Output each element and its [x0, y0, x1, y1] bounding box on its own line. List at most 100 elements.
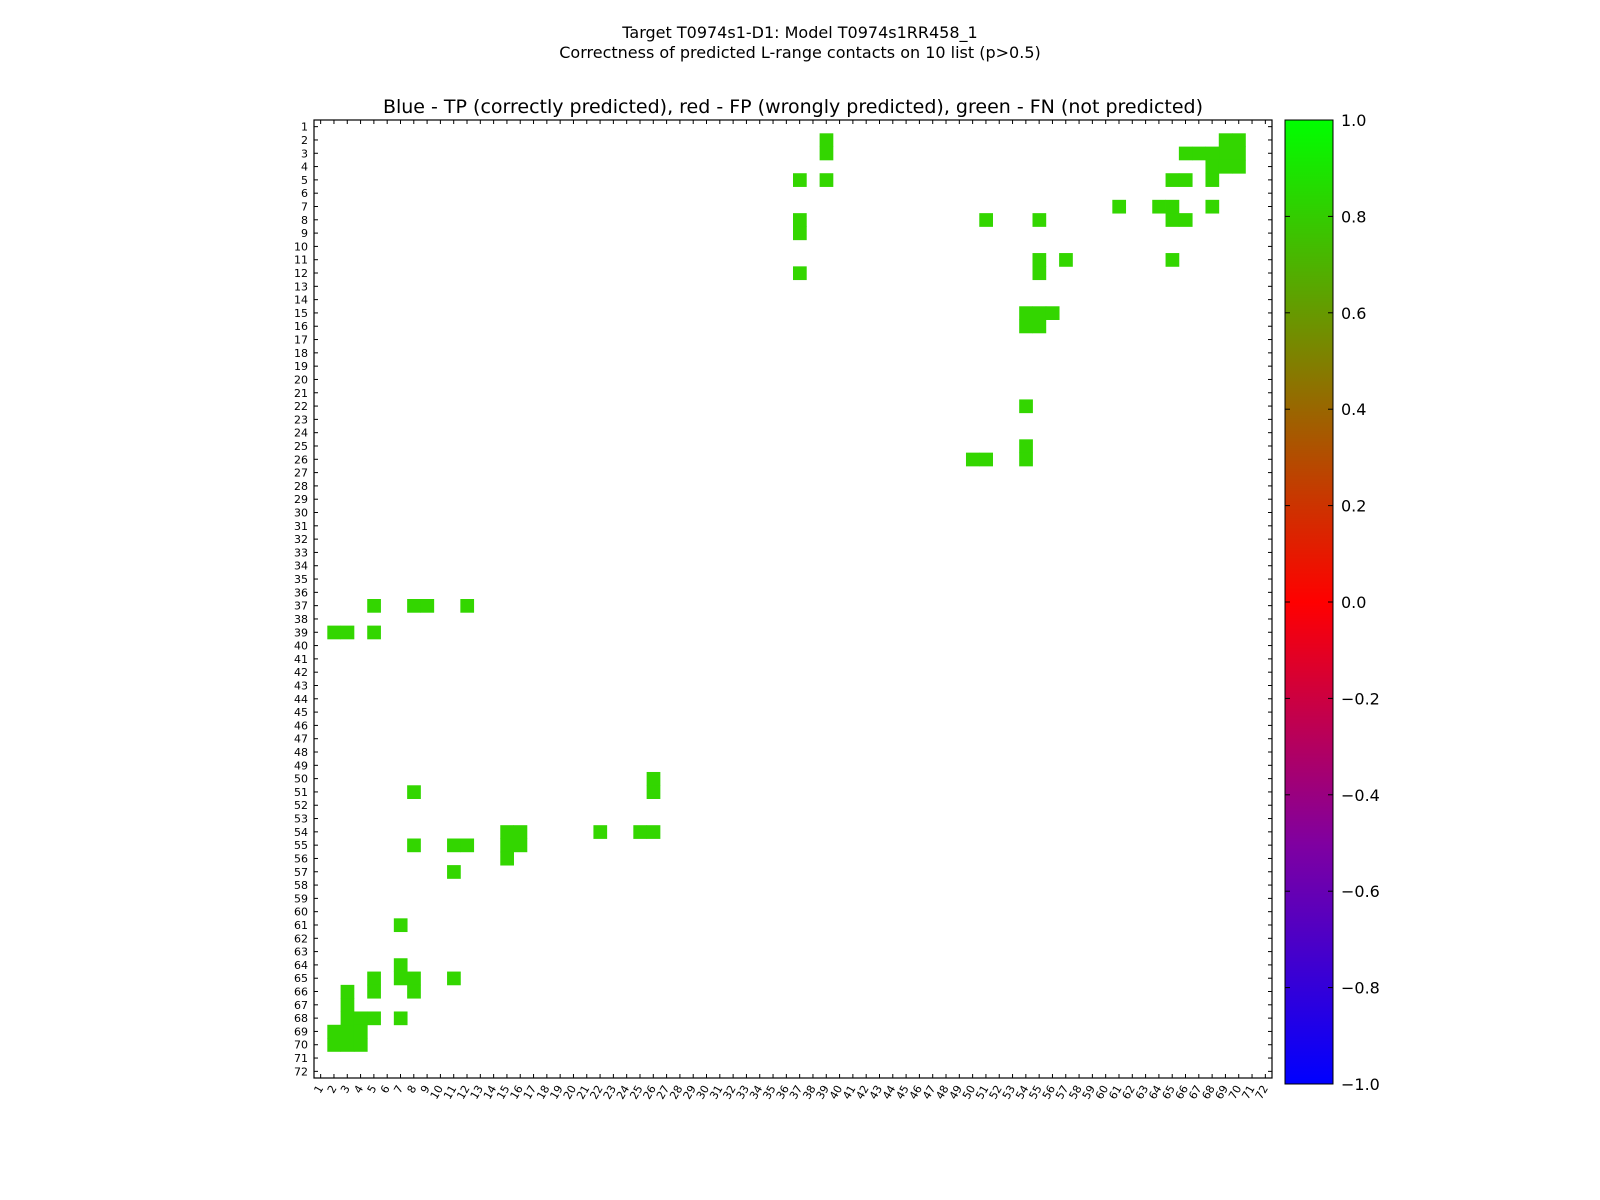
- contact-cell: [340, 998, 355, 1012]
- y-tick-label: 42: [294, 666, 308, 679]
- contact-cell: [1032, 266, 1047, 281]
- y-tick-label: 46: [294, 719, 308, 732]
- y-tick-label: 30: [294, 507, 308, 520]
- y-tick-label: 49: [294, 759, 308, 772]
- y-tick-label: 40: [294, 640, 308, 653]
- x-tick-label: 43: [867, 1083, 885, 1102]
- x-tick-label: 48: [933, 1083, 951, 1102]
- y-tick-label: 65: [294, 972, 308, 985]
- x-tick-label: 36: [774, 1083, 792, 1102]
- contact-cell: [367, 971, 381, 986]
- contact-cell: [1019, 306, 1033, 320]
- colorbar-tick-label: 0.8: [1341, 207, 1366, 226]
- x-tick-label: 33: [734, 1083, 752, 1102]
- contact-cell: [353, 1011, 368, 1026]
- contact-cell: [500, 851, 514, 866]
- contact-cell: [393, 1011, 408, 1026]
- contact-cell: [513, 825, 528, 839]
- x-tick-label: 63: [1133, 1083, 1151, 1102]
- y-tick-label: 10: [294, 240, 308, 253]
- y-tick-label: 27: [294, 467, 308, 480]
- colorbar-tick-label: −0.6: [1341, 882, 1380, 901]
- colorbar-tick-label: −0.4: [1341, 786, 1380, 805]
- contact-cell: [819, 133, 834, 148]
- contact-cell: [340, 1024, 355, 1039]
- y-tick-label: 53: [294, 813, 308, 826]
- y-tick-label: 1: [301, 121, 308, 134]
- y-tick-label: 68: [294, 1012, 308, 1025]
- y-tick-label: 32: [294, 533, 308, 546]
- y-tick-label: 60: [294, 906, 308, 919]
- y-tick-label: 13: [294, 280, 308, 293]
- colorbar-ticks: 1.0 0.8 0.6 0.4 0.2 0.0 −0.2 −0.4 −0.6 −0.8 −1.0: [1285, 111, 1380, 1094]
- contact-cell: [1205, 199, 1220, 214]
- contact-cell: [1178, 173, 1193, 187]
- contact-cell: [646, 825, 661, 839]
- x-tick-label: 27: [654, 1083, 672, 1102]
- x-tick-label: 57: [1053, 1083, 1071, 1102]
- contact-cell: [979, 213, 993, 227]
- contact-cell: [1032, 213, 1047, 227]
- contact-cell: [1232, 159, 1246, 174]
- y-tick-label: 22: [294, 400, 308, 413]
- contact-cell: [367, 1011, 381, 1026]
- x-tick-label: 21: [574, 1083, 592, 1102]
- x-tick-label: 51: [973, 1083, 991, 1102]
- contact-cell: [513, 838, 528, 853]
- contact-cell: [1232, 133, 1246, 148]
- y-tick-label: 58: [294, 879, 308, 892]
- x-tick-label: 40: [827, 1083, 845, 1102]
- x-tick-label: 38: [800, 1083, 818, 1102]
- y-tick-label: 63: [294, 946, 308, 959]
- colorbar-tick-label: 0.0: [1341, 593, 1366, 612]
- contact-cell: [1165, 199, 1180, 214]
- y-tick-label: 37: [294, 600, 308, 613]
- x-tick-label: 66: [1173, 1083, 1191, 1102]
- x-tick-label: 19: [547, 1083, 565, 1102]
- colorbar-tick-label: 0.4: [1341, 400, 1366, 419]
- contact-cell: [447, 838, 461, 853]
- x-tick-label: 14: [481, 1083, 499, 1102]
- contact-cell: [1165, 253, 1180, 267]
- y-tick-label: 62: [294, 932, 308, 945]
- x-tick-label: 15: [494, 1083, 512, 1102]
- y-tick-label: 18: [294, 347, 308, 360]
- contact-cells: [327, 133, 1246, 1052]
- contact-cell: [340, 625, 355, 640]
- y-tick-label: 26: [294, 453, 308, 466]
- contact-cell: [353, 1024, 368, 1039]
- y-tick-label: 19: [294, 360, 308, 373]
- y-tick-label: 14: [294, 294, 308, 307]
- contact-cell: [393, 971, 408, 986]
- contact-cell: [979, 452, 993, 467]
- y-tick-label: 69: [294, 1025, 308, 1038]
- contact-cell: [367, 984, 381, 999]
- x-tick-label: 22: [587, 1083, 605, 1102]
- x-tick-label: 54: [1013, 1083, 1031, 1102]
- chart-title: Blue - TP (correctly predicted), red - F…: [383, 96, 1203, 118]
- x-tick-label: 46: [907, 1083, 925, 1102]
- contact-cell: [327, 1024, 342, 1039]
- y-tick-label: 57: [294, 866, 308, 879]
- x-tick-label: 65: [1160, 1083, 1178, 1102]
- contact-cell: [1205, 146, 1220, 161]
- y-tick-label: 59: [294, 892, 308, 905]
- x-tick-label: 25: [627, 1083, 645, 1102]
- contact-cell: [1205, 173, 1220, 187]
- x-tick-label: 31: [707, 1083, 725, 1102]
- y-tick-label: 64: [294, 959, 308, 972]
- y-tick-label: 71: [294, 1052, 308, 1065]
- contact-cell: [793, 173, 807, 187]
- y-tick-label: 72: [294, 1065, 308, 1078]
- x-tick-label: 61: [1106, 1083, 1124, 1102]
- x-tick-label: 59: [1080, 1083, 1098, 1102]
- y-tick-label: 51: [294, 786, 308, 799]
- x-tick-label: 28: [667, 1083, 685, 1102]
- x-tick-label: 20: [561, 1083, 579, 1102]
- contact-cell: [1218, 133, 1233, 148]
- x-tick-label: 72: [1253, 1083, 1271, 1102]
- contact-cell: [1178, 213, 1193, 227]
- x-tick-label: 24: [614, 1083, 632, 1102]
- y-tick-label: 29: [294, 493, 308, 506]
